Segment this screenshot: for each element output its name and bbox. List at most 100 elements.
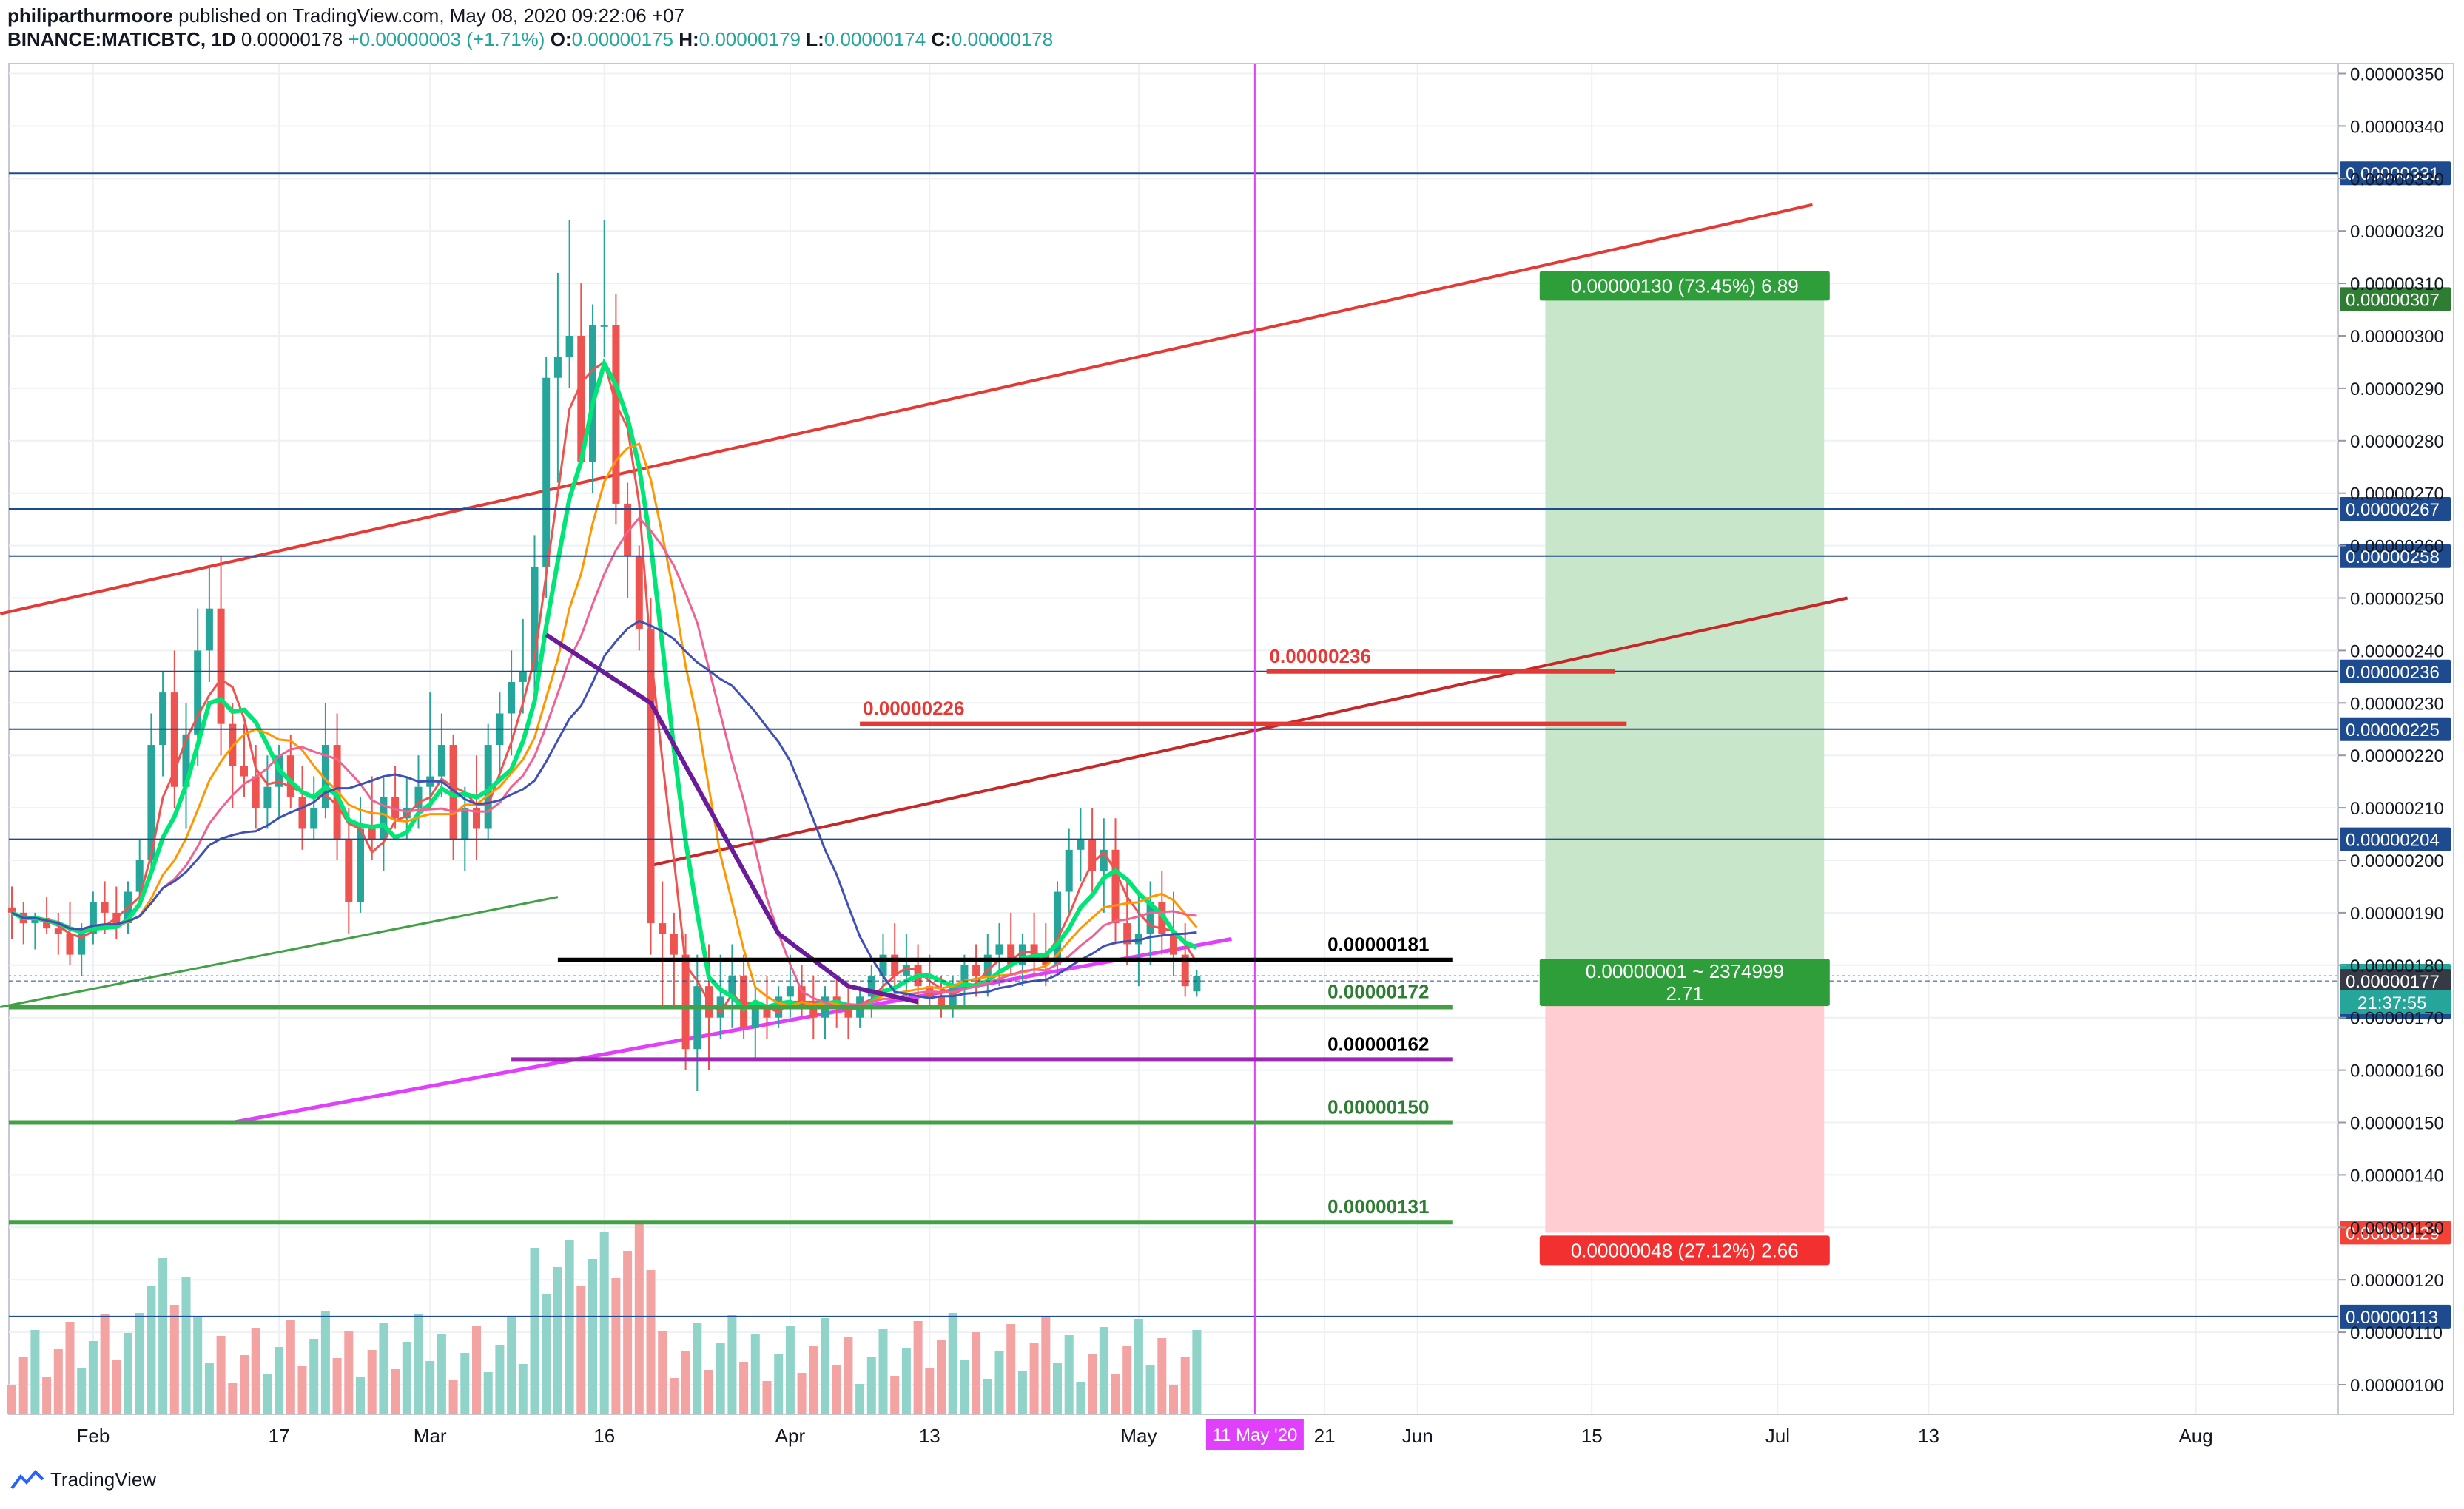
candle-body[interactable] <box>321 745 329 808</box>
candle-body[interactable] <box>1100 849 1108 871</box>
candle-body[interactable] <box>589 325 596 462</box>
profit-zone[interactable] <box>1545 299 1825 982</box>
price-tick-label: 0.00000220 <box>2350 746 2444 766</box>
candle-body[interactable] <box>1054 891 1061 965</box>
candle-body[interactable] <box>43 917 51 929</box>
candle-body[interactable] <box>66 934 74 955</box>
volume-bar <box>147 1286 156 1414</box>
candle-body[interactable] <box>484 745 492 829</box>
candle-body[interactable] <box>170 692 178 787</box>
candle-body[interactable] <box>960 965 969 987</box>
candle-body[interactable] <box>670 934 678 955</box>
candle-body[interactable] <box>681 954 690 1050</box>
symbol-label[interactable]: BINANCE:MATICBTC, 1D <box>7 28 236 50</box>
candle-body[interactable] <box>8 907 16 913</box>
volume-bar <box>1180 1357 1190 1414</box>
lower-red-trendline[interactable] <box>650 596 1848 868</box>
candle-body[interactable] <box>240 766 248 777</box>
loss-zone[interactable] <box>1545 981 1825 1233</box>
candle-body[interactable] <box>437 745 445 777</box>
candle-body[interactable] <box>286 755 294 797</box>
candle-body[interactable] <box>508 681 516 714</box>
candle-body[interactable] <box>135 860 144 892</box>
candle-body[interactable] <box>867 975 875 997</box>
candle-body[interactable] <box>995 944 1003 955</box>
candle-body[interactable] <box>1170 934 1177 955</box>
candle-body[interactable] <box>659 923 667 934</box>
candle-body[interactable] <box>1077 839 1085 850</box>
volume-bar <box>658 1331 667 1414</box>
candle-body[interactable] <box>763 1007 771 1018</box>
candle-body[interactable] <box>1193 975 1201 992</box>
candle-body[interactable] <box>1123 923 1131 945</box>
publisher-name[interactable]: philiparthurmoore <box>7 4 173 27</box>
candle-body[interactable] <box>1065 849 1073 892</box>
candle-body[interactable] <box>740 975 748 1028</box>
candle-body[interactable] <box>368 828 376 840</box>
volume-bar <box>901 1348 911 1414</box>
candle-body[interactable] <box>751 1007 759 1028</box>
candle-body[interactable] <box>891 954 899 976</box>
candle-body[interactable] <box>310 808 318 829</box>
candle-body[interactable] <box>786 986 794 997</box>
candle-body[interactable] <box>461 808 469 840</box>
candle-body[interactable] <box>345 839 353 902</box>
candle-body[interactable] <box>147 745 155 860</box>
candle-body[interactable] <box>252 776 260 808</box>
candle-body[interactable] <box>414 786 423 808</box>
candle-body[interactable] <box>902 965 910 976</box>
candle-body[interactable] <box>473 808 480 829</box>
candle-body[interactable] <box>624 503 632 556</box>
candle-body[interactable] <box>1007 944 1015 965</box>
candle-body[interactable] <box>101 902 109 913</box>
candle-body[interactable] <box>1181 954 1189 987</box>
candle-body[interactable] <box>1018 944 1026 965</box>
candle-body[interactable] <box>403 808 411 819</box>
candle-body[interactable] <box>380 797 388 840</box>
candle-body[interactable] <box>798 986 806 1007</box>
candle-body[interactable] <box>531 566 539 672</box>
footer-brand[interactable]: TradingView <box>10 1468 156 1491</box>
candle-body[interactable] <box>205 608 213 651</box>
candle-body[interactable] <box>938 996 945 1007</box>
candle-body[interactable] <box>553 357 562 378</box>
volume-bar <box>344 1331 354 1414</box>
candle-body[interactable] <box>972 965 980 976</box>
upper-red-trendline[interactable] <box>0 203 1813 615</box>
candle-body[interactable] <box>298 797 306 829</box>
candle-body[interactable] <box>217 608 225 724</box>
candle-body[interactable] <box>879 954 887 976</box>
candle-body[interactable] <box>565 336 573 357</box>
candle-body[interactable] <box>577 336 585 462</box>
candle-body[interactable] <box>449 745 457 840</box>
green-ma-line[interactable] <box>0 896 559 1008</box>
candle-body[interactable] <box>1146 902 1154 934</box>
candle-body[interactable] <box>600 325 608 327</box>
candle-body[interactable] <box>728 975 736 997</box>
candle-body[interactable] <box>844 1007 852 1018</box>
candle-body[interactable] <box>519 671 527 682</box>
candle-body[interactable] <box>263 786 272 808</box>
candle-body[interactable] <box>809 1007 818 1018</box>
candle-body[interactable] <box>159 692 167 746</box>
candle-body[interactable] <box>693 986 701 1050</box>
candle-body[interactable] <box>647 629 655 924</box>
candle-body[interactable] <box>1030 944 1038 955</box>
candle-body[interactable] <box>31 917 39 924</box>
candle-body[interactable] <box>54 928 62 934</box>
price-tick-label: 0.00000170 <box>2350 1009 2444 1029</box>
candle-body[interactable] <box>612 325 620 504</box>
candle-body[interactable] <box>1088 839 1097 871</box>
candle-body[interactable] <box>1111 849 1120 924</box>
candle-body[interactable] <box>1134 934 1142 945</box>
candle-body[interactable] <box>78 934 86 955</box>
candle-body[interactable] <box>89 902 97 934</box>
candle-body[interactable] <box>983 954 992 976</box>
candle-body[interactable] <box>357 828 364 902</box>
candle-body[interactable] <box>635 556 643 630</box>
candle-body[interactable] <box>182 734 190 787</box>
candle-body[interactable] <box>542 377 551 567</box>
candle-body[interactable] <box>194 650 202 735</box>
candle-body[interactable] <box>391 797 400 819</box>
